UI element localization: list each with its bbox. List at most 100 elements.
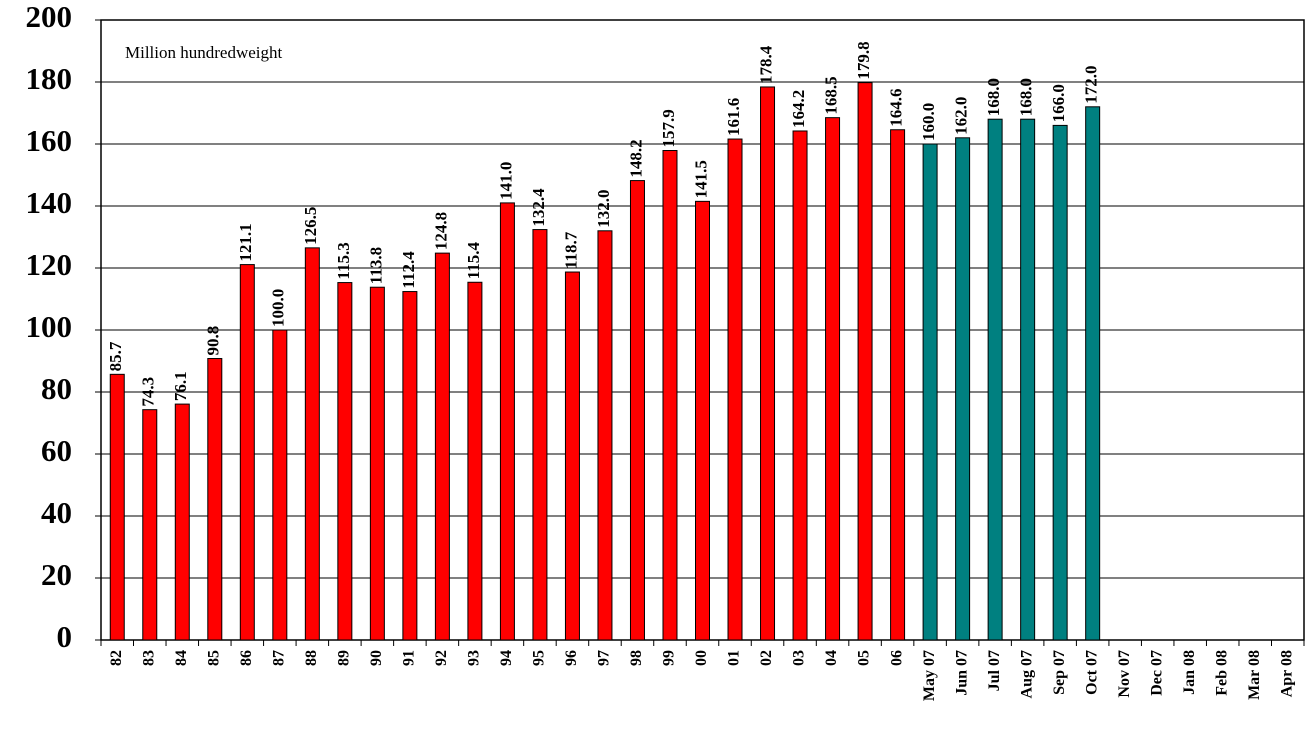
value-label: 172.0 [1082, 66, 1101, 104]
bar [727, 138, 743, 641]
value-label: 74.3 [139, 377, 158, 407]
x-tick-label: Jun 07 [953, 650, 970, 696]
x-tick-label: 85 [205, 650, 222, 666]
value-label: 148.2 [626, 139, 645, 177]
bar [337, 282, 353, 641]
x-tick-label: 05 [856, 650, 873, 666]
x-tick-label: Apr 08 [1278, 650, 1295, 697]
bar [1085, 106, 1101, 641]
value-label: 168.5 [821, 76, 840, 114]
bar [109, 373, 125, 641]
x-tick-label: Nov 07 [1116, 650, 1133, 698]
x-tick-label: 96 [563, 650, 580, 666]
x-tick-label: 93 [466, 650, 483, 666]
x-tick-label: Sep 07 [1051, 650, 1068, 695]
value-label: 132.0 [594, 190, 613, 228]
bar [1052, 124, 1068, 641]
y-tick-label: 200 [26, 0, 73, 34]
value-label: 162.0 [952, 97, 971, 135]
bar [369, 286, 385, 641]
bar [825, 117, 841, 641]
bar [142, 409, 158, 641]
bar [467, 281, 483, 641]
value-label: 160.0 [919, 103, 938, 141]
value-label: 126.5 [301, 207, 320, 245]
bar [174, 403, 190, 641]
bar [239, 264, 255, 641]
x-tick-label: 89 [336, 650, 353, 666]
x-tick-label: Jan 08 [1181, 650, 1198, 695]
y-tick-label: 160 [26, 123, 73, 158]
value-label: 168.0 [984, 78, 1003, 116]
y-tick-label: 80 [41, 371, 72, 406]
value-label: 164.2 [789, 90, 808, 128]
y-tick-label: 120 [26, 247, 73, 282]
x-tick-label: Aug 07 [1018, 650, 1035, 698]
value-label: 124.8 [431, 212, 450, 250]
value-label: 90.8 [204, 326, 223, 356]
x-tick-label: 86 [238, 650, 255, 666]
value-label: 85.7 [106, 341, 125, 371]
x-tick-label: 91 [401, 650, 418, 666]
x-tick-label: 99 [661, 650, 678, 666]
value-label: 76.1 [171, 371, 190, 401]
bar [922, 143, 938, 641]
x-tick-label: 04 [823, 650, 840, 666]
value-label: 157.9 [659, 109, 678, 147]
bar [987, 118, 1003, 641]
x-tick-label: 02 [758, 650, 775, 666]
value-label: 100.0 [269, 289, 288, 327]
x-tick-label: 87 [270, 650, 287, 666]
value-label: 121.1 [236, 223, 255, 261]
value-label: 113.8 [366, 247, 385, 284]
x-tick-label: 90 [368, 650, 385, 666]
value-label: 166.0 [1049, 84, 1068, 122]
bar [890, 129, 906, 641]
x-tick-label: May 07 [921, 650, 938, 701]
y-tick-label: 40 [41, 495, 72, 530]
value-label: 141.0 [496, 162, 515, 200]
y-tick-label: 0 [57, 619, 73, 654]
bar [662, 150, 678, 641]
bar [499, 202, 515, 641]
x-tick-label: Jul 07 [986, 650, 1003, 691]
bar [1020, 118, 1036, 641]
value-label: 115.3 [334, 242, 353, 279]
bar [564, 271, 580, 641]
bar [792, 130, 808, 641]
x-tick-label: 00 [693, 650, 710, 666]
x-tick-label: Dec 07 [1148, 650, 1165, 696]
x-tick-label: 97 [596, 650, 613, 666]
bar [532, 229, 548, 641]
x-tick-label: 92 [433, 650, 450, 666]
value-label: 179.8 [854, 41, 873, 79]
y-tick-label: 100 [26, 309, 73, 344]
bar [760, 86, 776, 641]
x-tick-label: 03 [791, 650, 808, 666]
bar [402, 291, 418, 641]
x-tick-label: 83 [140, 650, 157, 666]
x-tick-label: 98 [628, 650, 645, 666]
x-tick-label: Feb 08 [1213, 650, 1230, 696]
x-tick-label: 88 [303, 650, 320, 666]
x-tick-label: 82 [108, 650, 125, 666]
value-label: 161.6 [724, 98, 743, 136]
bar [304, 247, 320, 641]
bar [207, 358, 223, 641]
bar [955, 137, 971, 641]
y-tick-label: 60 [41, 433, 72, 468]
x-tick-label: 95 [531, 650, 548, 666]
bar [597, 230, 613, 641]
bar [857, 82, 873, 641]
bar [434, 252, 450, 641]
y-tick-label: 20 [41, 557, 72, 592]
x-tick-label: Oct 07 [1083, 650, 1100, 695]
bar [629, 180, 645, 641]
bar [272, 329, 288, 641]
value-label: 132.4 [529, 188, 548, 227]
value-label: 164.6 [886, 88, 905, 126]
value-label: 178.4 [756, 45, 775, 84]
x-tick-label: 94 [498, 650, 515, 666]
